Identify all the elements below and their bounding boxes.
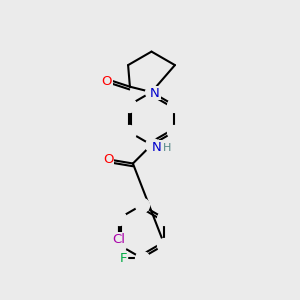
Text: N: N (150, 86, 160, 100)
Text: O: O (101, 75, 112, 88)
Text: N: N (152, 141, 162, 154)
Text: F: F (120, 251, 127, 265)
Text: O: O (103, 152, 113, 166)
Text: Cl: Cl (112, 233, 125, 246)
Text: H: H (163, 143, 171, 153)
